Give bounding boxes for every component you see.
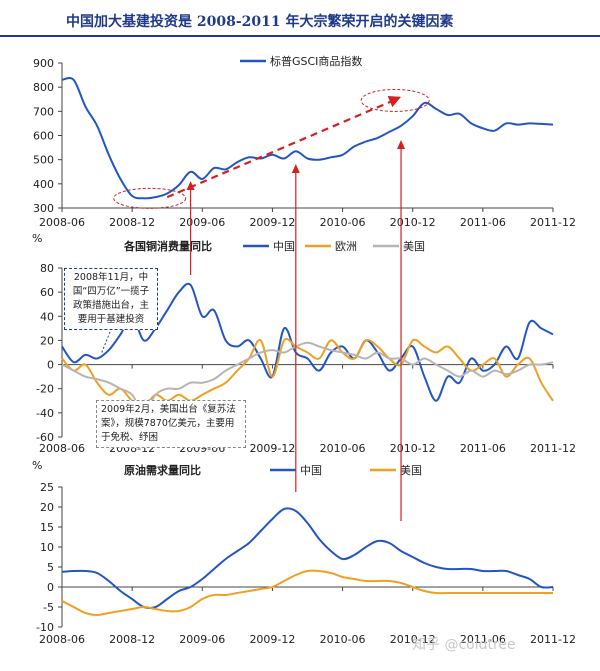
event-arrowhead-1 xyxy=(291,164,300,173)
gsci-highlight-ellipse-0 xyxy=(113,187,187,209)
event-arrowhead-2 xyxy=(397,140,406,149)
gsci-highlight-ellipse-1 xyxy=(360,88,430,112)
copper-xtick-label: 2010-06 xyxy=(320,442,366,455)
gsci-xtick-label: 2011-06 xyxy=(460,216,506,229)
copper-legend-label-0: 中国 xyxy=(273,240,295,253)
gsci-ytick-label: 700 xyxy=(33,105,54,118)
copper-ytick-label: 20 xyxy=(40,334,54,347)
annotation-china-stimulus: 2008年11月，中国“四万亿”一揽子政策措施出台，主要用于基建投资 xyxy=(64,268,158,330)
oil-xtick-label: 2009-06 xyxy=(179,633,225,646)
oil-unit-label: % xyxy=(32,459,42,472)
gsci-xtick-label: 2009-12 xyxy=(249,216,295,229)
gsci-legend-label-0: 标普GSCI商品指数 xyxy=(270,54,362,68)
gsci-ytick-label: 300 xyxy=(33,202,54,215)
copper-ytick-label: -20 xyxy=(36,383,54,396)
oil-xtick-label: 2009-12 xyxy=(249,633,295,646)
gsci-ytick-label: 500 xyxy=(33,154,54,167)
oil-ytick-label: 25 xyxy=(40,481,54,494)
oil-chart-title: 原油需求量同比 xyxy=(124,463,201,477)
oil-xtick-label: 2011-06 xyxy=(460,633,506,646)
oil-ytick-label: 15 xyxy=(40,521,54,534)
gsci-ytick-label: 900 xyxy=(33,57,54,70)
oil-ytick-label: -10 xyxy=(36,621,54,634)
gsci-series-0 xyxy=(61,76,554,200)
copper-ytick-label: 60 xyxy=(40,286,54,299)
gsci-xtick-label: 2010-12 xyxy=(390,216,436,229)
gsci-xtick-label: 2010-06 xyxy=(320,216,366,229)
copper-ytick-label: 80 xyxy=(40,262,54,275)
copper-ytick-label: -40 xyxy=(36,407,54,420)
oil-xtick-label: 2008-06 xyxy=(39,633,85,646)
copper-xtick-label: 2009-12 xyxy=(249,442,295,455)
gsci-xtick-label: 2008-06 xyxy=(39,216,85,229)
oil-ytick-label: 10 xyxy=(40,541,54,554)
gsci-trend-arrowhead xyxy=(387,96,402,108)
copper-series-1 xyxy=(61,337,554,408)
gsci-xtick-label: 2011-12 xyxy=(530,216,576,229)
oil-xtick-label: 2010-06 xyxy=(320,633,366,646)
copper-legend-label-2: 美国 xyxy=(403,240,425,253)
page-title: 中国加大基建投资是 2008-2011 年大宗繁荣开启的关键因素 xyxy=(66,14,454,30)
event-arrowhead-0 xyxy=(186,181,195,190)
title-rule xyxy=(0,35,600,37)
copper-xtick-label: 2008-06 xyxy=(39,442,85,455)
copper-ytick-label: 40 xyxy=(40,310,54,323)
copper-ytick-label: -60 xyxy=(36,431,54,444)
gsci-ytick-label: 400 xyxy=(33,178,54,191)
oil-ytick-label: 20 xyxy=(40,501,54,514)
copper-ytick-label: 0 xyxy=(47,359,54,372)
oil-xtick-label: 2011-12 xyxy=(530,633,576,646)
gsci-xtick-label: 2009-06 xyxy=(179,216,225,229)
copper-xtick-label: 2011-12 xyxy=(530,442,576,455)
oil-xtick-label: 2010-12 xyxy=(390,633,436,646)
oil-ytick-label: 5 xyxy=(47,561,54,574)
copper-chart-title: 各国铜消费量同比 xyxy=(123,239,212,253)
watermark: 知乎 @coldtree xyxy=(412,637,516,653)
copper-unit-label: % xyxy=(32,232,42,245)
annotation-us-recovery-act: 2009年2月，美国出台《复苏法案》，规模7870亿美元，主要用于免税、纾困 xyxy=(96,400,246,448)
oil-xtick-label: 2008-12 xyxy=(109,633,155,646)
gsci-ytick-label: 800 xyxy=(33,81,54,94)
copper-legend-label-1: 欧洲 xyxy=(335,240,357,253)
gsci-ytick-label: 600 xyxy=(33,130,54,143)
copper-xtick-label: 2011-06 xyxy=(460,442,506,455)
oil-ytick-label: -5 xyxy=(43,601,54,614)
gsci-trend-arrow xyxy=(166,98,396,199)
gsci-xtick-label: 2008-12 xyxy=(109,216,155,229)
copper-series-0 xyxy=(61,282,554,402)
oil-legend-label-1: 美国 xyxy=(400,464,422,477)
oil-legend-label-0: 中国 xyxy=(300,464,322,477)
copper-xtick-label: 2010-12 xyxy=(390,442,436,455)
oil-series-1 xyxy=(61,569,553,616)
oil-ytick-label: 0 xyxy=(47,581,54,594)
